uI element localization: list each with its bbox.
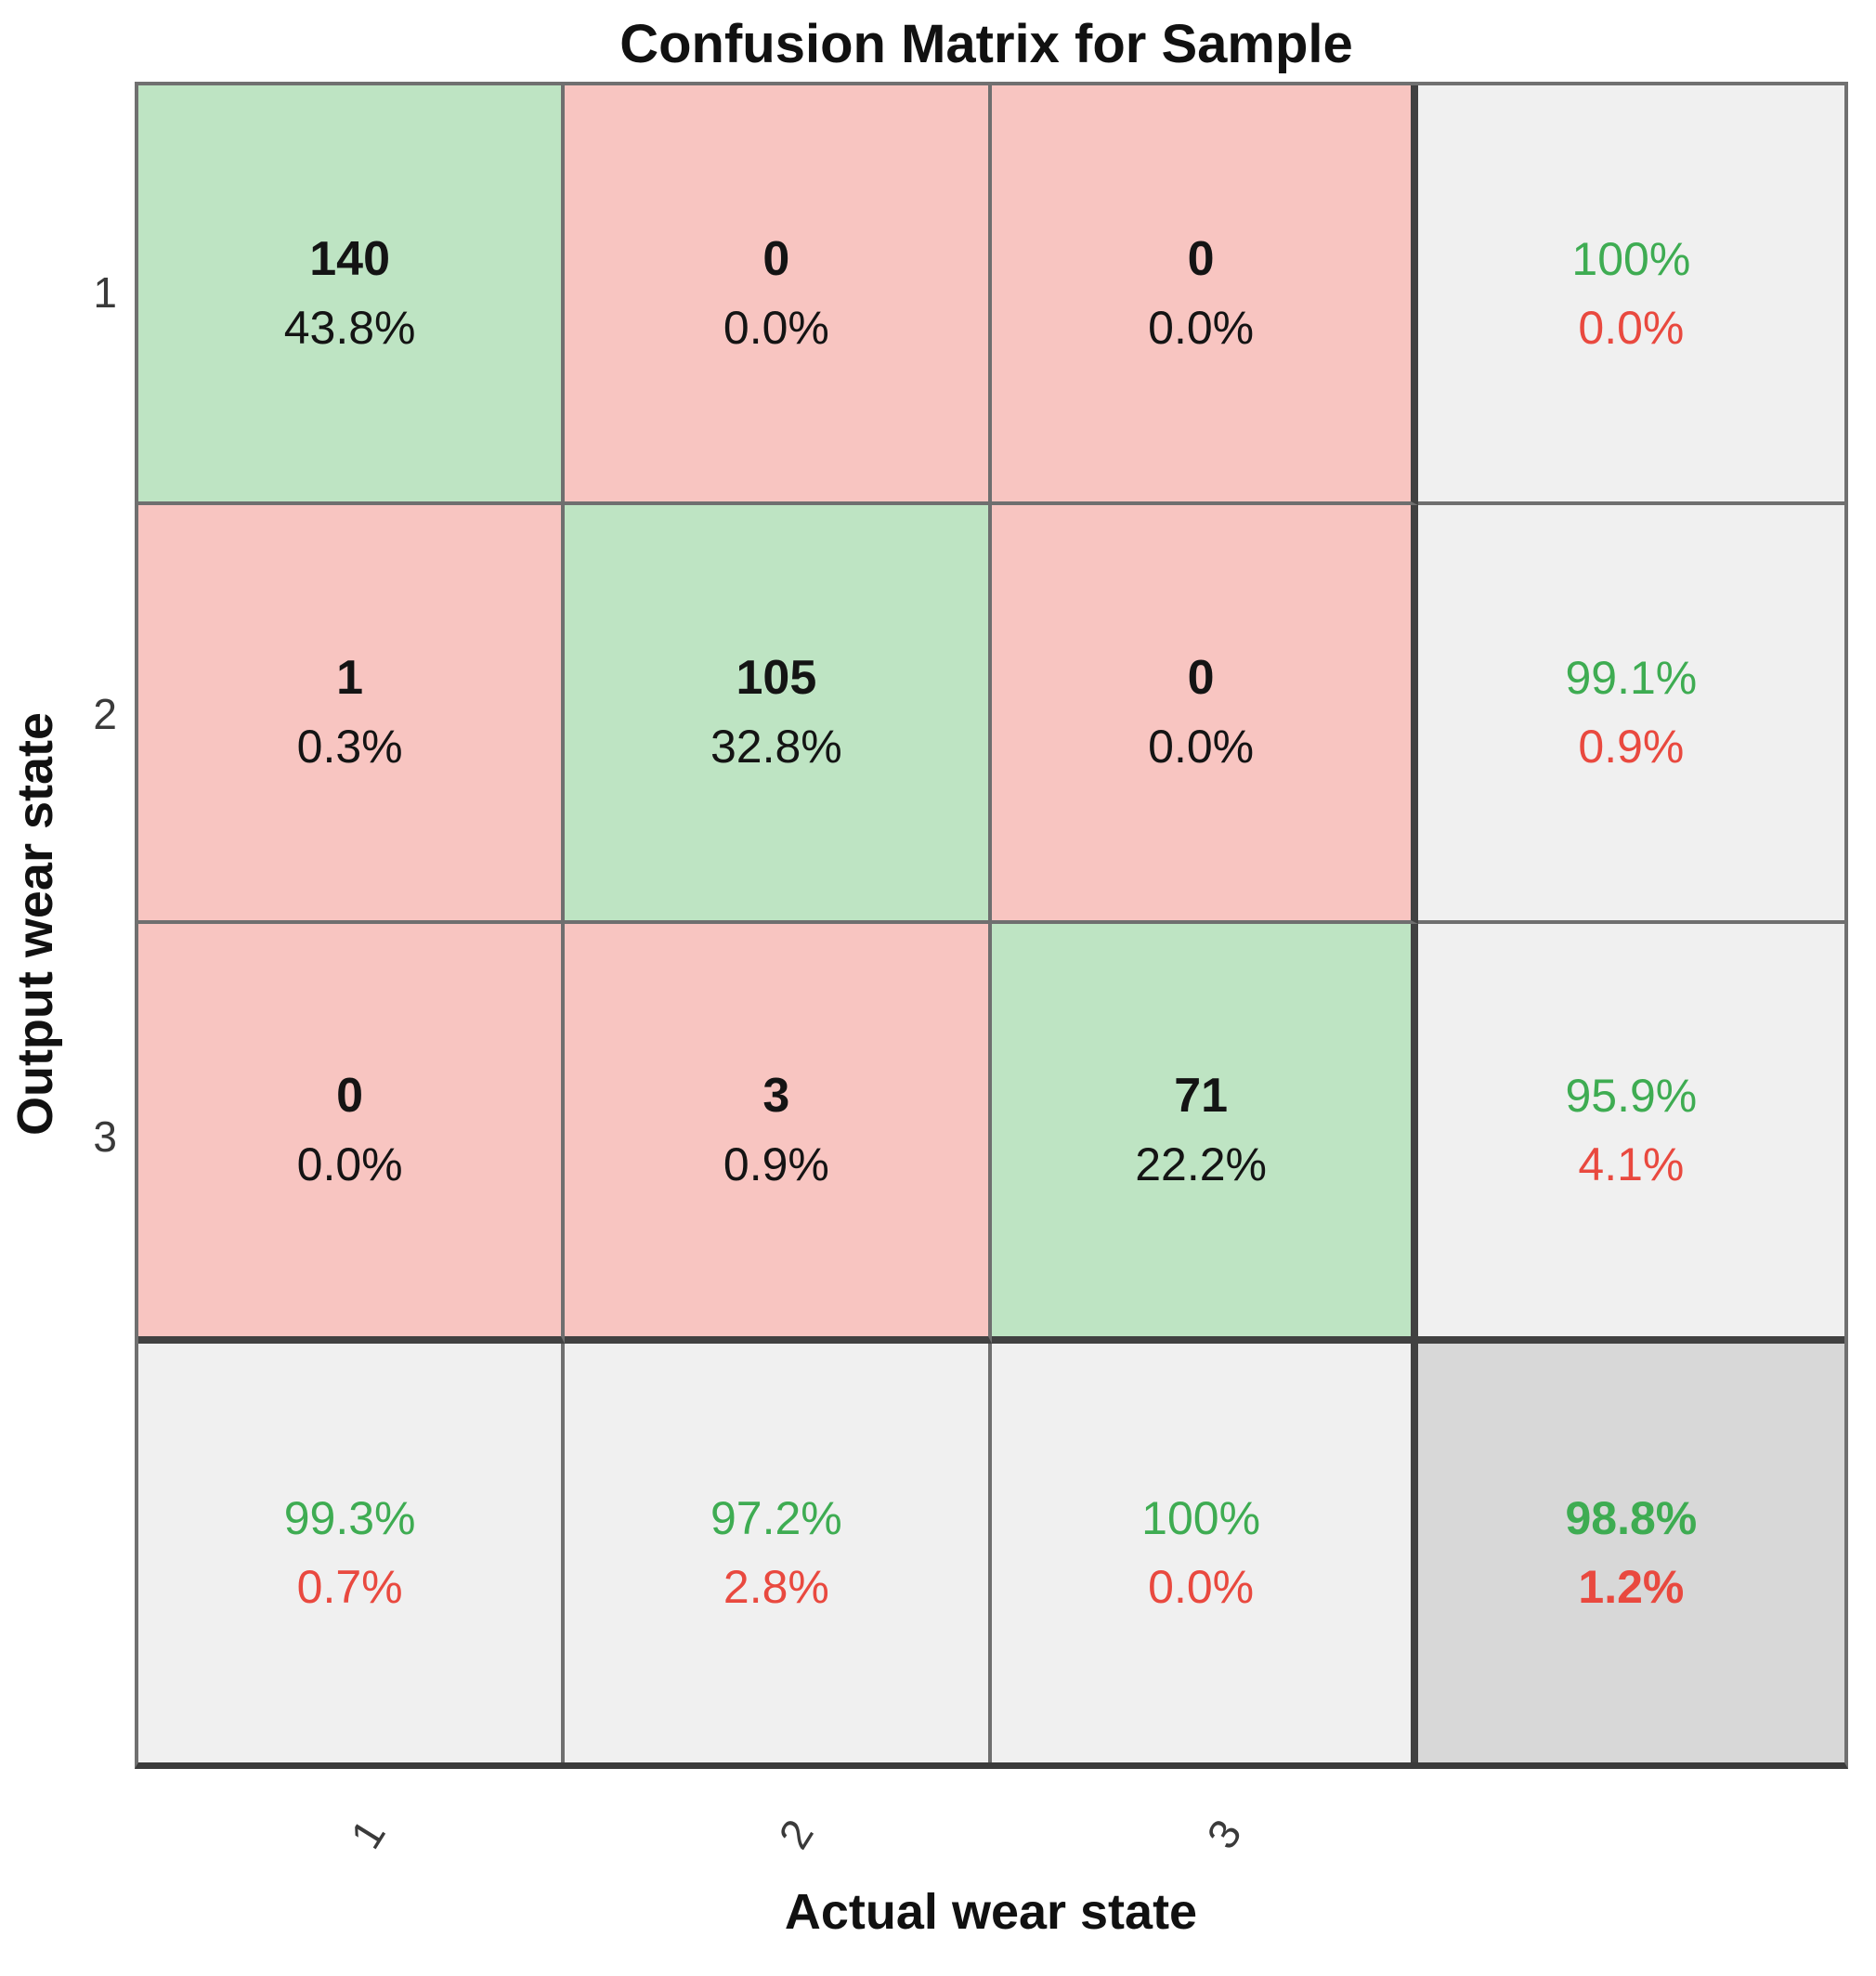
cell-count: 0 [336, 1068, 364, 1123]
row-summary-positive: 100% [1571, 232, 1691, 285]
row-summary-positive: 95.9% [1565, 1069, 1698, 1122]
overall-accuracy-cell: 98.8% 1.2% [1417, 1343, 1844, 1762]
cell-percent: 43.8% [283, 301, 416, 354]
cell-output3-actual3: 71 22.2% [991, 924, 1418, 1344]
cell-output1-actual3: 0 0.0% [991, 85, 1418, 505]
x-axis-label: Actual wear state [784, 1884, 1198, 1940]
cell-percent: 32.8% [710, 721, 842, 774]
col-summary-2: 97.2% 2.8% [565, 1343, 992, 1762]
row-summary-negative: 4.1% [1578, 1138, 1685, 1190]
matrix-grid: 140 43.8% 0 0.0% 0 0.0% 100% 0.0% 1 0.3%… [135, 82, 1848, 1769]
col-summary-positive: 100% [1141, 1492, 1261, 1545]
cell-output1-actual1: 140 43.8% [138, 85, 566, 505]
y-axis-label: Output wear state [7, 711, 63, 1137]
cell-count: 105 [736, 651, 817, 706]
col-summary-3: 100% 0.0% [991, 1343, 1418, 1762]
cell-count: 71 [1174, 1068, 1229, 1123]
col-summary-positive: 99.3% [283, 1492, 416, 1545]
cell-percent: 0.9% [723, 1138, 829, 1190]
y-tick-3: 3 [93, 1112, 117, 1161]
row-summary-2: 99.1% 0.9% [1417, 504, 1844, 924]
cell-count: 3 [762, 1068, 790, 1123]
cell-count: 1 [336, 651, 364, 706]
col-summary-negative: 0.0% [1148, 1561, 1255, 1614]
row-summary-negative: 0.9% [1578, 721, 1685, 774]
col-summary-positive: 97.2% [710, 1492, 842, 1545]
row-summary-negative: 0.0% [1578, 301, 1685, 354]
cell-output3-actual1: 0 0.0% [138, 924, 566, 1344]
col-summary-negative: 2.8% [723, 1561, 829, 1614]
cell-percent: 0.0% [1148, 721, 1255, 774]
x-tick-2: 2 [769, 1811, 823, 1857]
col-summary-1: 99.3% 0.7% [138, 1343, 566, 1762]
cell-percent: 0.3% [296, 721, 403, 774]
cell-count: 140 [309, 231, 390, 286]
cell-output2-actual2: 105 32.8% [565, 504, 992, 924]
cell-percent: 0.0% [296, 1138, 403, 1190]
x-tick-1: 1 [341, 1811, 395, 1857]
cell-percent: 22.2% [1135, 1138, 1268, 1190]
cell-count: 0 [762, 231, 790, 286]
cell-count: 0 [1187, 231, 1215, 286]
x-tick-3: 3 [1197, 1811, 1251, 1857]
cell-output3-actual2: 3 0.9% [565, 924, 992, 1344]
cell-count: 0 [1187, 651, 1215, 706]
overall-error: 1.2% [1578, 1561, 1685, 1614]
y-tick-2: 2 [93, 690, 117, 738]
cell-percent: 0.0% [1148, 301, 1255, 354]
row-summary-positive: 99.1% [1565, 652, 1698, 705]
row-summary-1: 100% 0.0% [1417, 85, 1844, 505]
col-summary-negative: 0.7% [296, 1561, 403, 1614]
cell-output1-actual2: 0 0.0% [565, 85, 992, 505]
overall-accuracy: 98.8% [1565, 1492, 1698, 1545]
y-tick-1: 1 [93, 268, 117, 317]
cell-output2-actual1: 1 0.3% [138, 504, 566, 924]
cell-output2-actual3: 0 0.0% [991, 504, 1418, 924]
row-summary-3: 95.9% 4.1% [1417, 924, 1844, 1344]
cell-percent: 0.0% [723, 301, 829, 354]
chart-title: Confusion Matrix for Sample [619, 14, 1353, 74]
